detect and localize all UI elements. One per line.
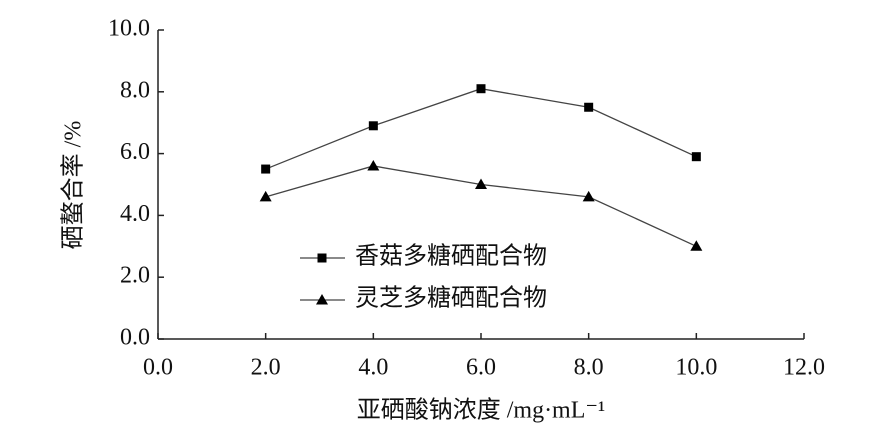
y-axis-label: 硒螯合率 /% bbox=[60, 121, 87, 250]
marker bbox=[475, 178, 487, 189]
marker bbox=[476, 84, 486, 94]
y-tick-label: 6.0 bbox=[120, 139, 150, 165]
x-axis-label: 亚硒酸钠浓度 /mg·mL⁻¹ bbox=[357, 397, 606, 424]
marker bbox=[368, 121, 378, 131]
y-tick-label: 4.0 bbox=[120, 201, 150, 227]
marker bbox=[690, 240, 703, 251]
x-tick-label: 4.0 bbox=[358, 355, 388, 381]
x-tick-label: 12.0 bbox=[783, 355, 825, 381]
y-tick-label: 2.0 bbox=[120, 263, 150, 289]
marker bbox=[584, 102, 594, 112]
legend-label: 香菇多糖硒配合物 bbox=[355, 243, 547, 270]
x-tick-label: 0.0 bbox=[143, 355, 173, 381]
legend-label: 灵芝多糖硒配合物 bbox=[355, 285, 547, 312]
marker bbox=[367, 159, 380, 171]
marker bbox=[259, 190, 272, 202]
legend-marker bbox=[316, 294, 328, 305]
x-tick-label: 8.0 bbox=[574, 355, 604, 381]
marker bbox=[691, 152, 701, 162]
series-line bbox=[265, 165, 697, 247]
series-line bbox=[265, 88, 697, 170]
x-tick-label: 2.0 bbox=[251, 355, 281, 381]
y-tick-label: 8.0 bbox=[120, 77, 150, 103]
x-tick-label: 10.0 bbox=[675, 355, 717, 381]
x-tick-label: 6.0 bbox=[466, 355, 496, 381]
marker bbox=[261, 164, 271, 174]
marker bbox=[582, 190, 595, 202]
y-tick-label: 10.0 bbox=[108, 16, 150, 42]
y-tick-label: 0.0 bbox=[120, 325, 150, 351]
legend-marker bbox=[317, 253, 327, 263]
